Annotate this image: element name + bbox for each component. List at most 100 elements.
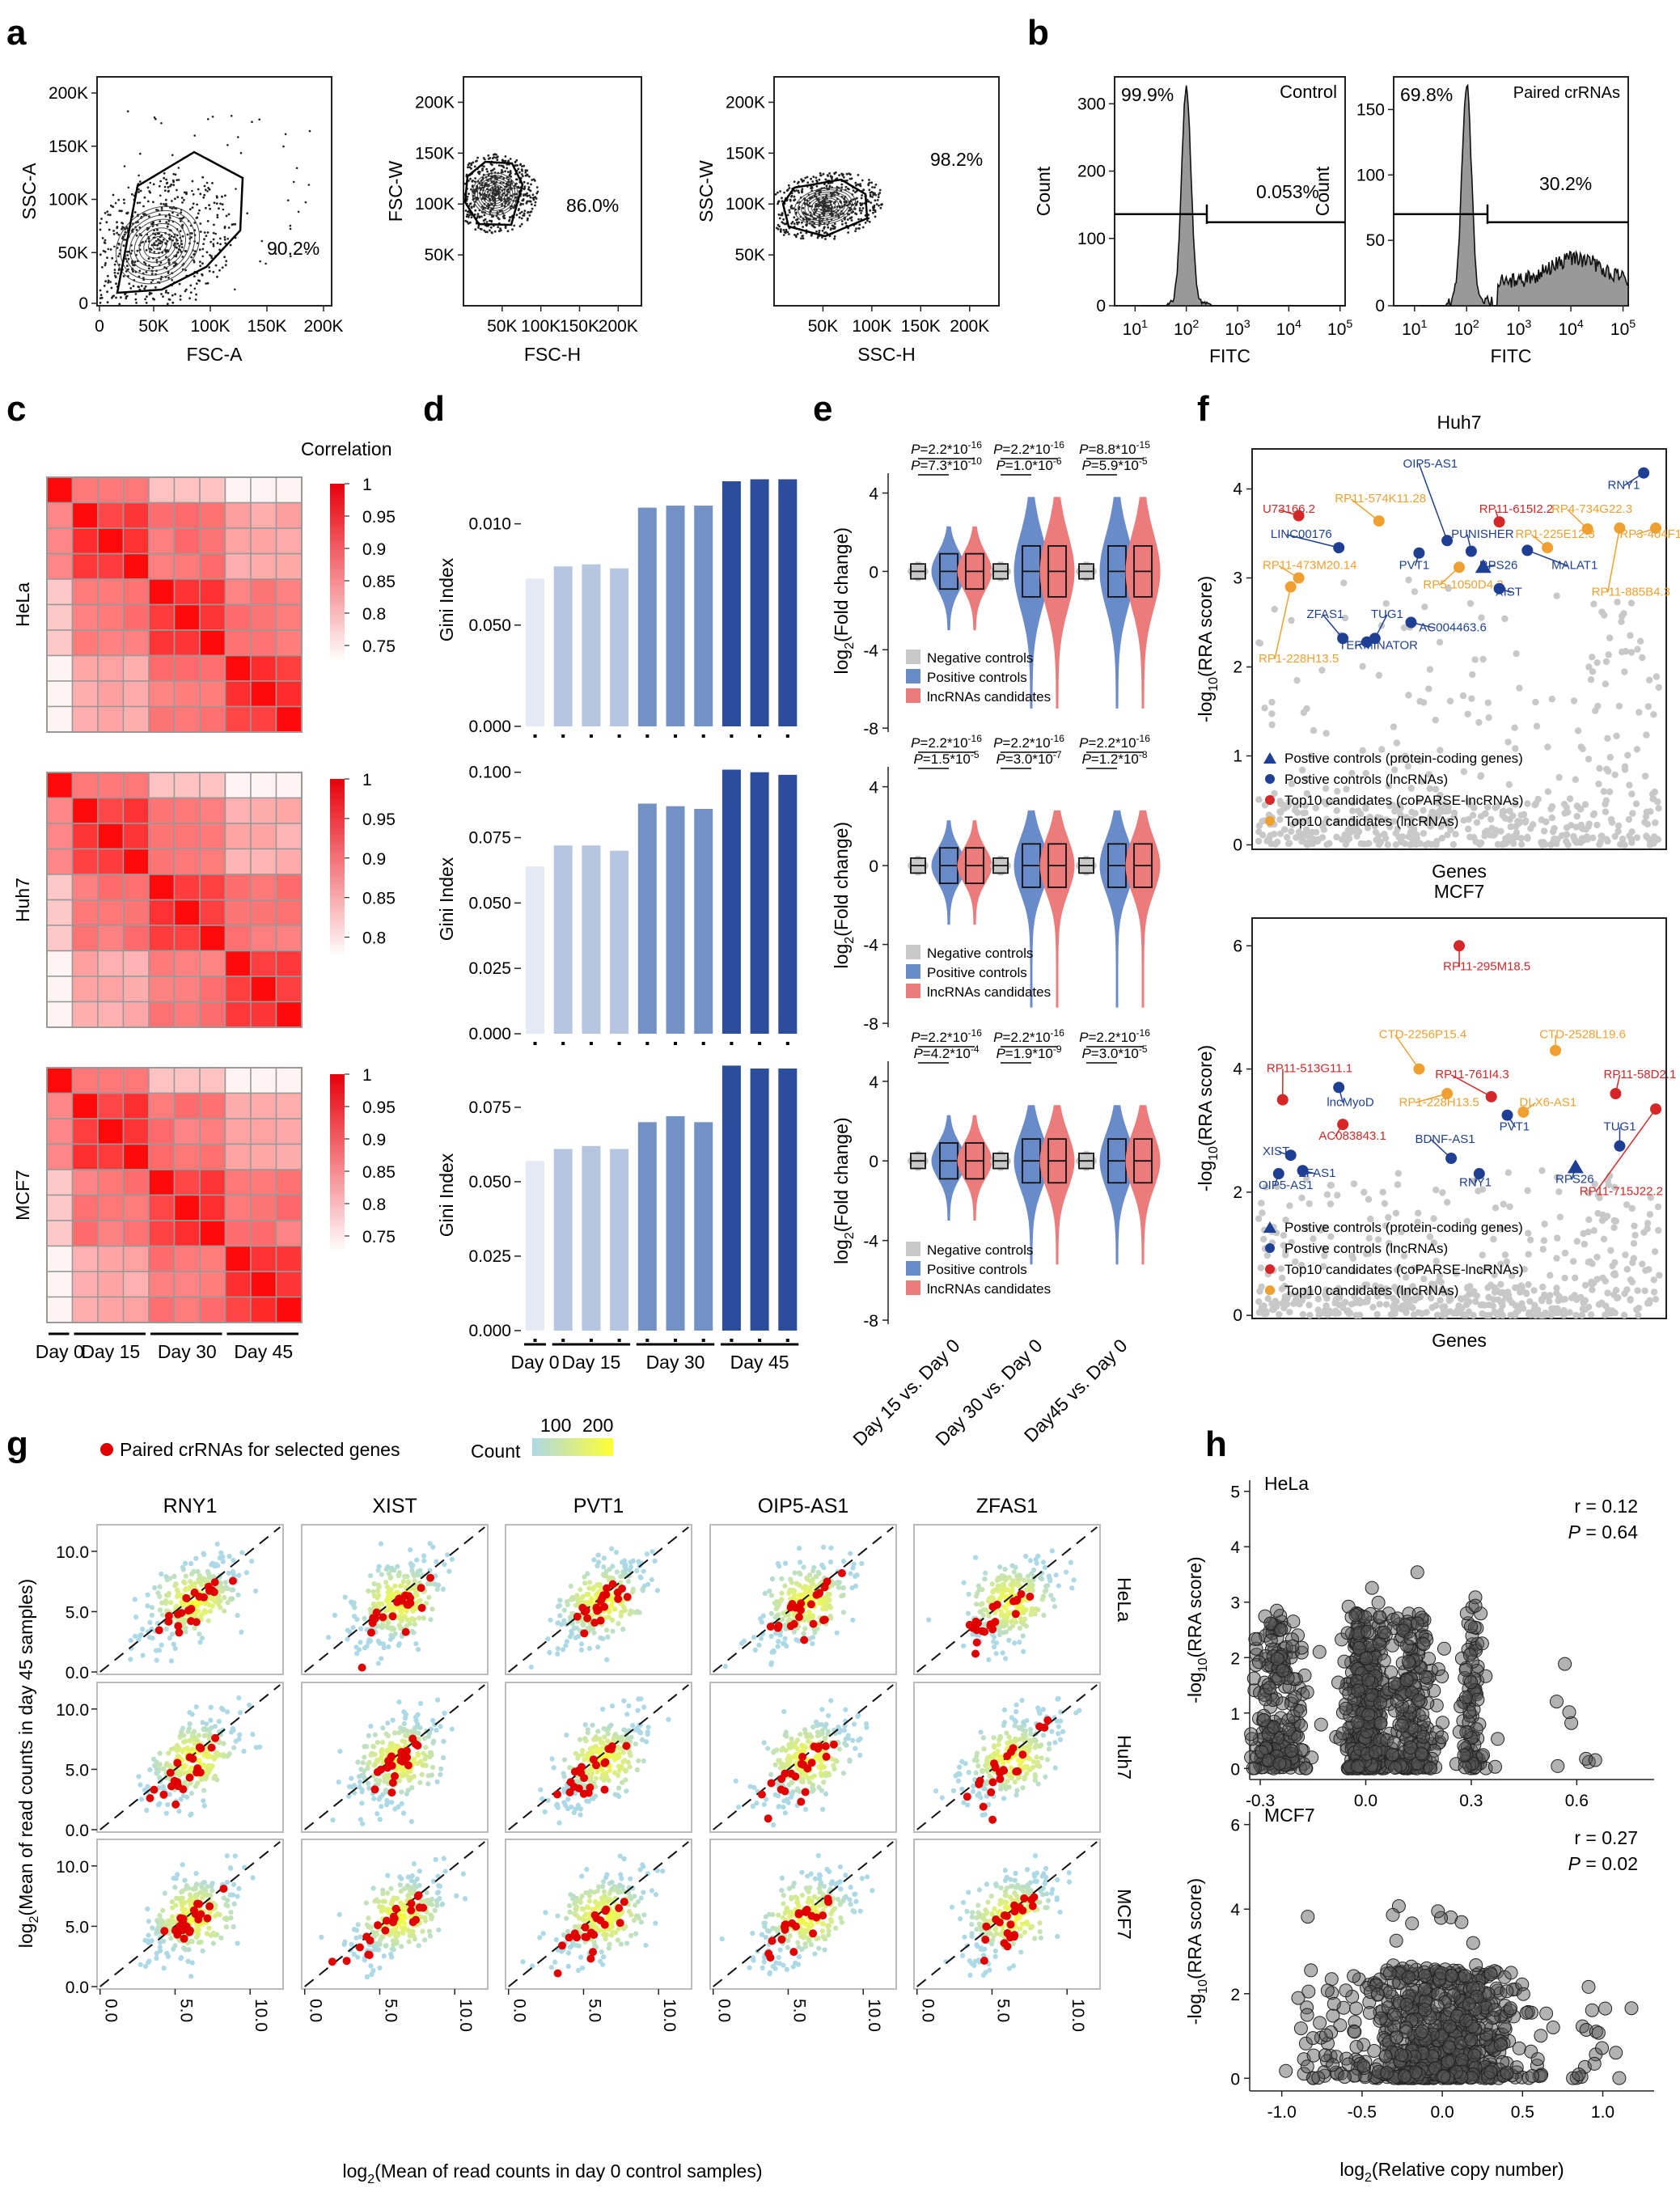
p-value-bottom: P=5.9*10-5 bbox=[1081, 455, 1147, 473]
event-dot bbox=[520, 173, 523, 176]
y-axis-label: SSC-A bbox=[19, 163, 40, 220]
plot-frame bbox=[773, 76, 1000, 307]
event-dot bbox=[116, 231, 119, 235]
legend-label: Top10 candidates (lncRNAs) bbox=[1284, 1283, 1458, 1298]
event-dot bbox=[126, 265, 129, 268]
event-dot bbox=[185, 193, 188, 196]
event-dot bbox=[522, 203, 524, 205]
gene-point bbox=[1501, 615, 1509, 623]
event-dot bbox=[465, 215, 468, 218]
heatmap-cell bbox=[71, 654, 99, 682]
gene-point bbox=[1614, 822, 1623, 830]
event-dot bbox=[147, 267, 150, 270]
heatmap-cell bbox=[173, 925, 201, 952]
gini-bar bbox=[610, 850, 629, 1034]
event-dot bbox=[518, 186, 520, 189]
event-dot bbox=[124, 231, 127, 234]
heatmap-cell bbox=[97, 1194, 125, 1221]
x-tick-label: 104 bbox=[1276, 318, 1301, 339]
gene-point bbox=[1622, 1251, 1629, 1259]
event-dot bbox=[527, 188, 530, 191]
gini-bar bbox=[582, 1145, 601, 1331]
heatmap-cell bbox=[224, 1220, 252, 1247]
event-dot bbox=[818, 231, 820, 234]
heatmap-cell bbox=[148, 950, 176, 977]
gene-point bbox=[1655, 683, 1662, 692]
event-dot bbox=[855, 202, 858, 205]
gene-point bbox=[1373, 1310, 1381, 1318]
heatmap-cell bbox=[122, 629, 150, 657]
heatmap-cell bbox=[122, 797, 150, 824]
gene-point bbox=[1589, 668, 1597, 675]
event-dot bbox=[859, 183, 861, 186]
event-dot bbox=[476, 187, 479, 190]
event-dot bbox=[527, 175, 531, 178]
event-dot bbox=[209, 207, 212, 210]
left-percent: 69.8% bbox=[1400, 84, 1453, 105]
gene-point bbox=[1636, 709, 1643, 716]
heatmap-cell bbox=[122, 603, 150, 631]
panel-c: HeLa10.950.90.850.80.75Huh710.950.90.850… bbox=[12, 438, 396, 1362]
event-dot bbox=[104, 280, 108, 283]
event-dot bbox=[880, 203, 883, 206]
gene-point bbox=[1497, 1280, 1504, 1289]
contour-line bbox=[474, 175, 516, 214]
event-dot bbox=[106, 290, 109, 294]
legend-swatch bbox=[906, 964, 920, 979]
event-dot bbox=[130, 193, 133, 196]
heatmap-cell bbox=[122, 1067, 150, 1094]
heatmap-cell bbox=[71, 1296, 99, 1323]
gene-point bbox=[1584, 835, 1592, 843]
crRNA-point bbox=[623, 1593, 632, 1602]
gene-label: RP11-58D2.1 bbox=[1604, 1068, 1677, 1081]
gini-bar bbox=[582, 564, 601, 726]
hexbin-plot bbox=[505, 1524, 692, 1675]
event-dot bbox=[181, 223, 184, 226]
event-dot bbox=[174, 197, 176, 201]
event-dot bbox=[818, 178, 821, 181]
x-tick-label: 102 bbox=[1174, 318, 1199, 339]
gene-point bbox=[1340, 1300, 1348, 1307]
gene-point bbox=[1424, 840, 1432, 848]
event-dot bbox=[490, 219, 493, 222]
gene-point bbox=[1271, 831, 1278, 838]
event-dot bbox=[143, 196, 146, 199]
cell-line-label: Huh7 bbox=[12, 878, 33, 922]
gene-point bbox=[1625, 815, 1633, 823]
gene-point bbox=[1271, 606, 1278, 613]
heatmap-cell bbox=[97, 1118, 125, 1145]
gene-point bbox=[1504, 1289, 1512, 1296]
contour-line bbox=[120, 209, 196, 281]
gene-label: AC004463.6 bbox=[1419, 621, 1486, 635]
gene-point bbox=[1464, 710, 1471, 718]
heatmap-cell bbox=[46, 552, 74, 580]
event-dot bbox=[193, 275, 196, 277]
crRNA-point bbox=[573, 1612, 582, 1621]
heatmap-cell bbox=[122, 705, 150, 733]
event-dot bbox=[509, 158, 512, 160]
event-dot bbox=[840, 183, 844, 186]
legend-marker bbox=[1265, 1285, 1275, 1295]
event-dot bbox=[107, 214, 110, 216]
gene-point bbox=[1533, 722, 1541, 730]
heatmap-cell bbox=[275, 1271, 303, 1298]
x-tick-label: 50K bbox=[808, 317, 838, 336]
gene-point bbox=[1627, 599, 1636, 607]
gini-bar bbox=[666, 806, 685, 1034]
heatmap-cell bbox=[46, 1092, 74, 1119]
event-dot bbox=[842, 173, 844, 176]
event-dot bbox=[483, 229, 486, 232]
event-dot bbox=[158, 242, 161, 245]
gene-point bbox=[1610, 1224, 1618, 1231]
event-dot bbox=[152, 221, 155, 224]
event-dot bbox=[135, 302, 138, 304]
event-dot bbox=[815, 184, 819, 188]
violin-shape bbox=[1125, 1105, 1161, 1265]
gene-point bbox=[1260, 1302, 1267, 1310]
event-dot bbox=[506, 167, 509, 170]
event-dot bbox=[190, 256, 193, 259]
event-dot bbox=[471, 184, 474, 188]
label-leader bbox=[1606, 527, 1621, 593]
